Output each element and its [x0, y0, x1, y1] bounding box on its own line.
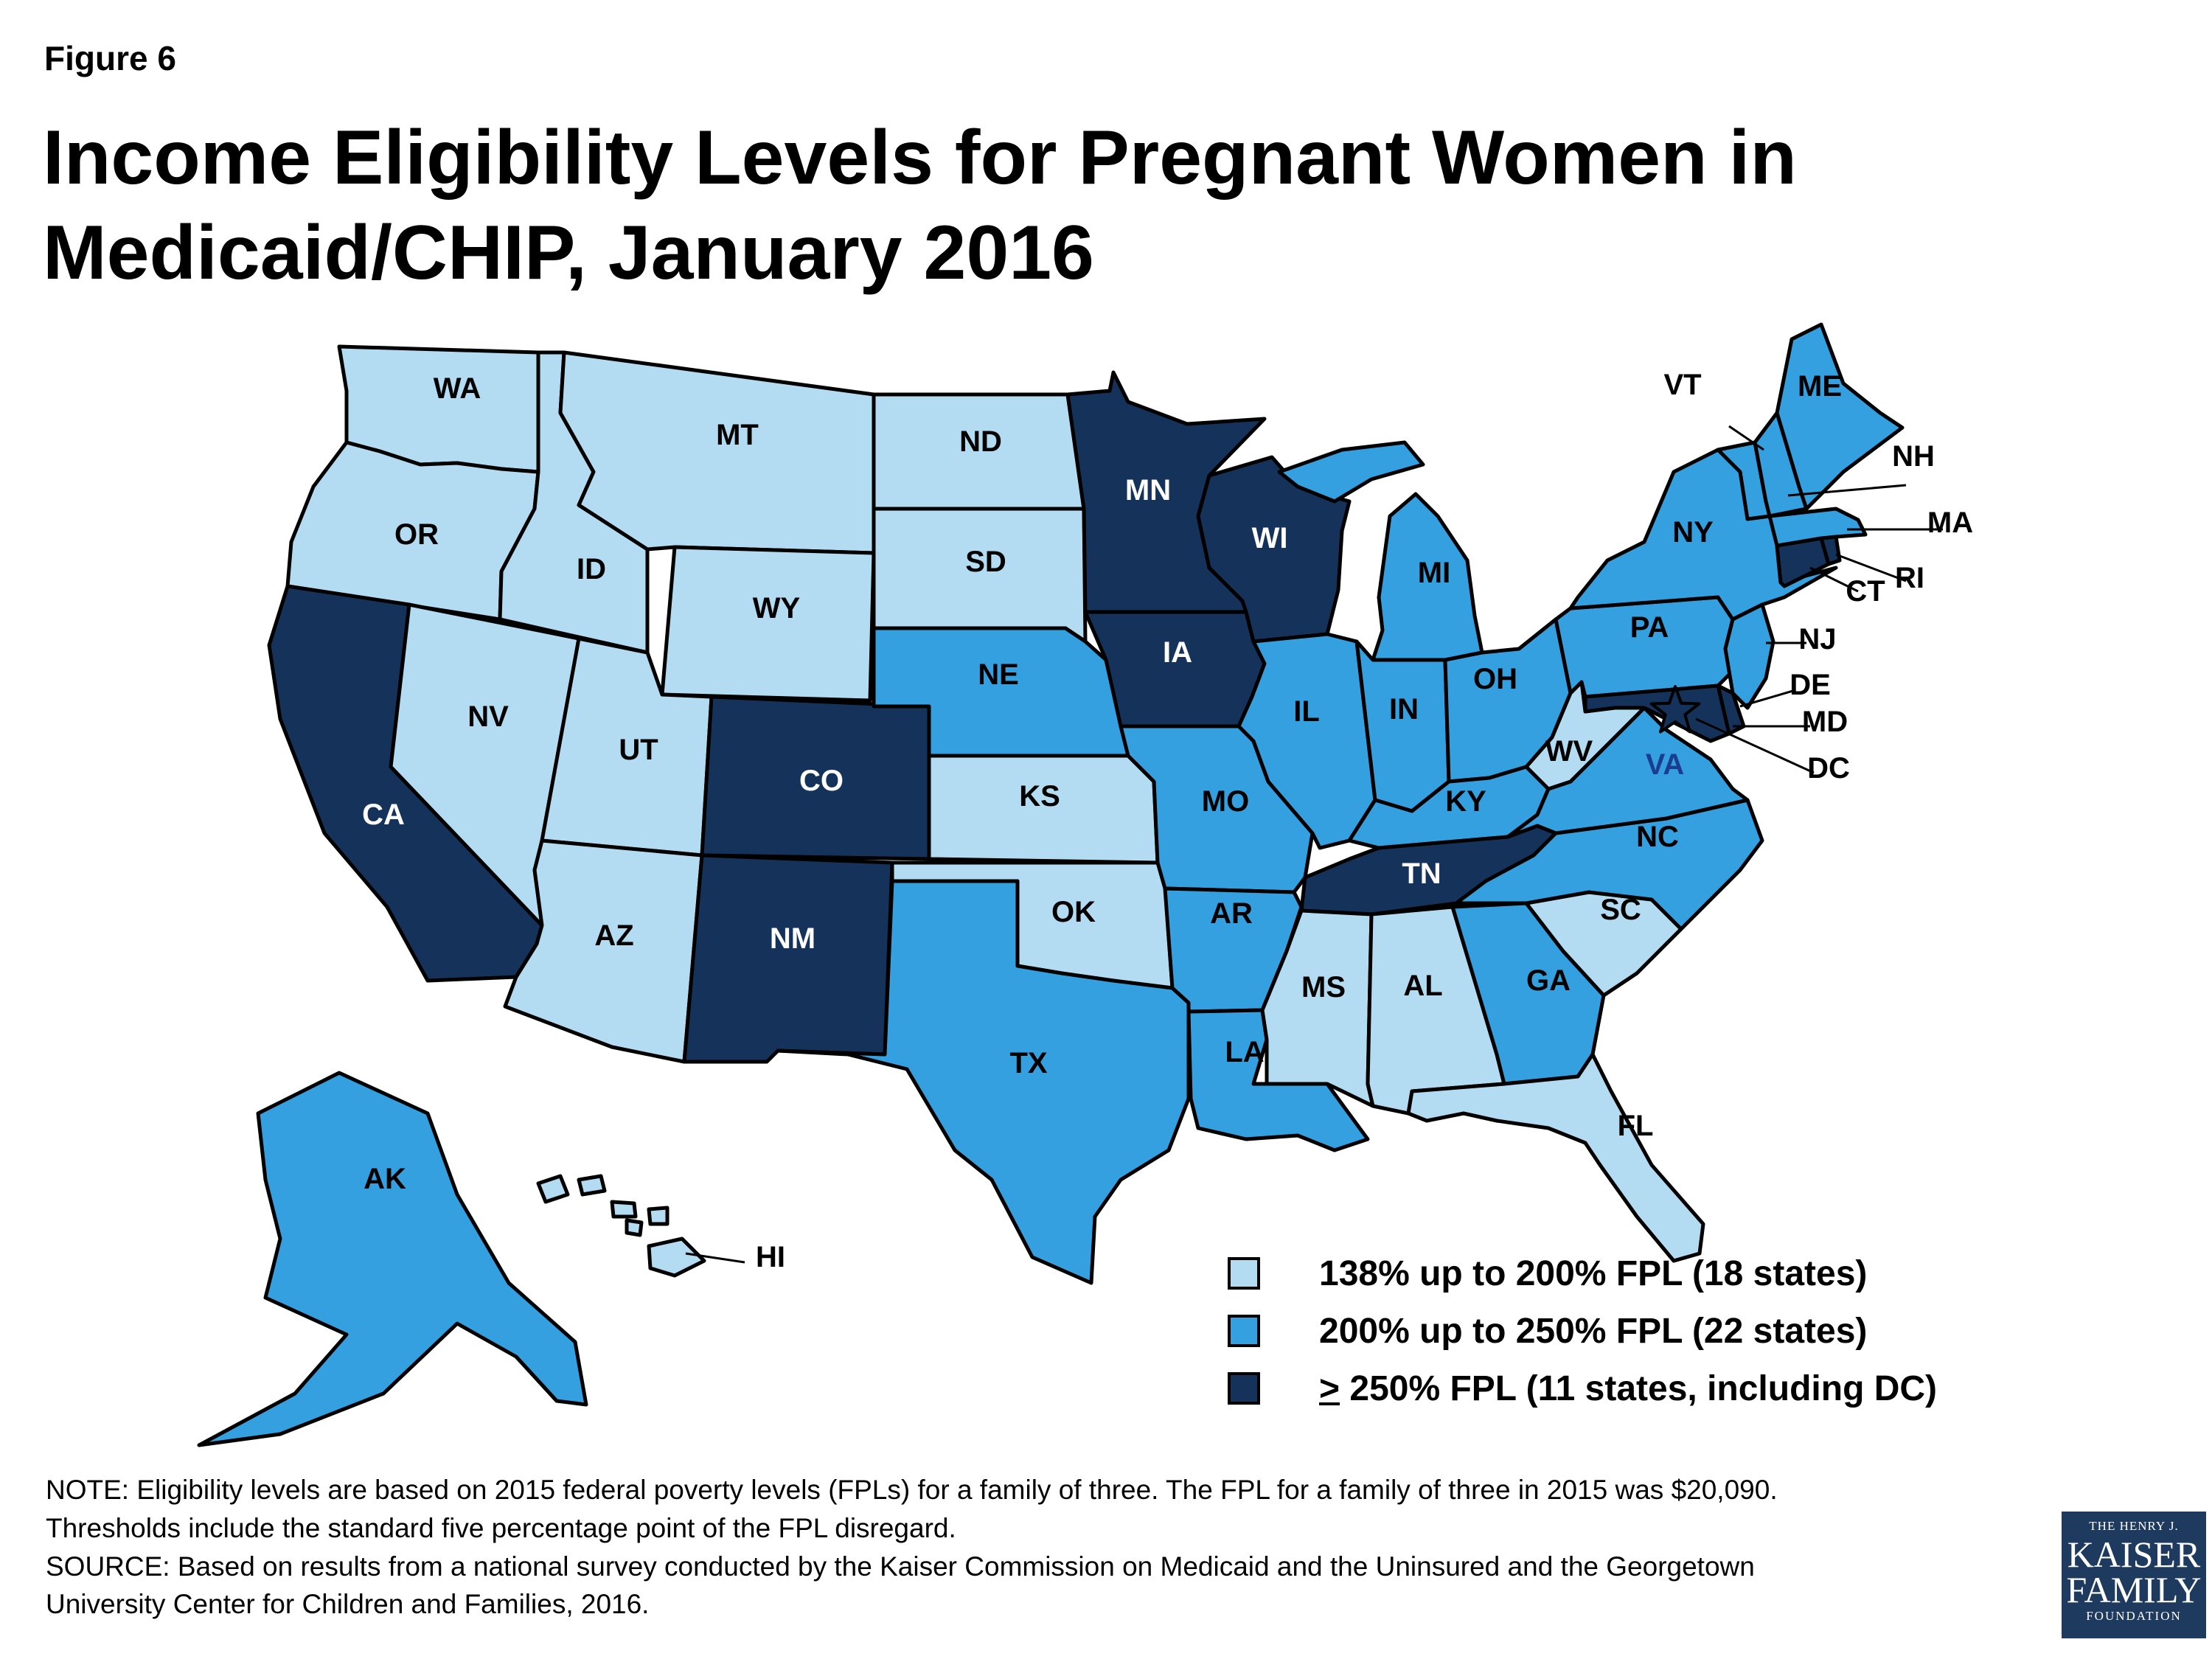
state-label-wv: WV	[1545, 735, 1593, 768]
state-label-co: CO	[799, 765, 844, 797]
state-label-nv: NV	[467, 700, 509, 733]
kff-logo: THE HENRY J. KAISER FAMILY FOUNDATION	[2062, 1512, 2206, 1638]
state-mt	[558, 350, 876, 555]
state-label-id: ID	[577, 553, 606, 585]
map-title: Income Eligibility Levels for Pregnant W…	[43, 111, 1886, 301]
state-label-mt: MT	[716, 419, 759, 451]
title-line-2: Medicaid/CHIP, January 2016	[43, 209, 1094, 296]
figure-label: Figure 6	[44, 39, 176, 77]
state-ma	[1767, 507, 1868, 548]
state-label-oh: OH	[1473, 663, 1517, 695]
state-wy	[660, 545, 876, 703]
leader-line-de	[1739, 689, 1796, 708]
leader-line-ri	[1835, 553, 1907, 582]
state-label-pa: PA	[1630, 611, 1669, 644]
state-label-fl: FL	[1618, 1110, 1654, 1142]
state-label-va: VA	[1646, 748, 1685, 781]
legend-label-high: > 250% FPL (11 states, including DC)	[1319, 1368, 1937, 1409]
state-label-ga: GA	[1526, 964, 1571, 997]
leader-line-nh	[1787, 484, 1907, 497]
legend-item-high: > 250% FPL (11 states, including DC)	[1228, 1368, 1937, 1408]
note-line-1: NOTE: Eligibility levels are based on 20…	[46, 1475, 1778, 1505]
leader-line-vt	[1728, 425, 1764, 451]
state-label-or: OR	[394, 518, 439, 551]
state-md	[1583, 684, 1731, 743]
state-label-sc: SC	[1600, 894, 1641, 926]
greater-equal-sign: >	[1319, 1368, 1340, 1408]
state-label-nj: NJ	[1798, 623, 1836, 655]
note-line-2: Thresholds include the standard five per…	[46, 1512, 956, 1543]
leader-line-hi	[685, 1252, 745, 1264]
state-label-hi: HI	[756, 1241, 785, 1273]
state-fl	[1406, 1052, 1705, 1263]
state-label-ia: IA	[1163, 636, 1192, 669]
state-label-de: DE	[1790, 669, 1831, 701]
state-label-ks: KS	[1019, 780, 1060, 813]
state-label-tx: TX	[1009, 1047, 1047, 1079]
logo-line-2: KAISER	[2067, 1534, 2201, 1575]
state-nc	[1454, 798, 1764, 931]
state-tx	[776, 879, 1191, 1285]
logo-line-3: FAMILY	[2066, 1569, 2202, 1610]
state-label-ma: MA	[1927, 507, 1973, 539]
state-hi	[536, 1174, 706, 1278]
state-label-al: AL	[1403, 970, 1442, 1002]
map-legend: 138% up to 200% FPL (18 states) 200% up …	[1228, 1253, 1937, 1426]
dc-star-icon	[1649, 685, 1701, 734]
leader-line-ct	[1809, 566, 1859, 593]
state-label-nd: ND	[959, 425, 1002, 458]
state-label-ca: CA	[362, 799, 405, 831]
logo-line-4: FOUNDATION	[2086, 1609, 2182, 1623]
state-label-ne: NE	[978, 658, 1019, 691]
legend-item-low: 138% up to 200% FPL (18 states)	[1228, 1253, 1937, 1293]
logo-line-1: THE HENRY J.	[2089, 1519, 2179, 1533]
state-label-mi: MI	[1418, 557, 1450, 589]
state-label-az: AZ	[594, 919, 633, 952]
state-ak	[197, 1071, 588, 1447]
state-label-il: IL	[1293, 695, 1320, 728]
state-label-wa: WA	[434, 372, 481, 405]
state-me	[1775, 322, 1905, 511]
legend-swatch-high	[1228, 1372, 1260, 1405]
leader-line-dc	[1695, 717, 1815, 774]
state-label-la: LA	[1225, 1036, 1264, 1068]
state-label-md: MD	[1802, 706, 1848, 738]
state-label-me: ME	[1798, 370, 1842, 403]
state-label-nc: NC	[1636, 821, 1679, 853]
state-label-mo: MO	[1202, 785, 1249, 818]
legend-item-mid: 200% up to 250% FPL (22 states)	[1228, 1311, 1937, 1351]
legend-label-mid: 200% up to 250% FPL (22 states)	[1319, 1311, 1868, 1351]
state-label-wi: WI	[1252, 522, 1288, 554]
legend-label-low: 138% up to 200% FPL (18 states)	[1319, 1253, 1868, 1293]
state-label-ct: CT	[1846, 575, 1885, 608]
state-label-mn: MN	[1125, 474, 1171, 507]
legend-swatch-mid	[1228, 1315, 1260, 1347]
state-label-ut: UT	[619, 734, 658, 766]
source-line-2: University Center for Children and Famil…	[46, 1589, 650, 1620]
state-label-in: IN	[1389, 693, 1419, 726]
state-nj	[1723, 602, 1775, 710]
legend-label-high-text: 250% FPL (11 states, including DC)	[1340, 1368, 1938, 1408]
state-label-sd: SD	[965, 546, 1006, 578]
state-nm	[682, 853, 894, 1064]
state-label-nm: NM	[770, 922, 815, 955]
state-label-ak: AK	[364, 1163, 406, 1195]
state-label-nh: NH	[1892, 440, 1935, 473]
state-label-ri: RI	[1895, 562, 1924, 594]
state-label-dc: DC	[1807, 752, 1850, 785]
title-line-1: Income Eligibility Levels for Pregnant W…	[43, 115, 1797, 201]
state-label-ky: KY	[1445, 785, 1486, 818]
state-label-ar: AR	[1210, 897, 1253, 930]
state-label-wy: WY	[753, 592, 801, 625]
legend-swatch-low	[1228, 1257, 1260, 1290]
source-line-1: SOURCE: Based on results from a national…	[46, 1551, 1755, 1582]
footnote: NOTE: Eligibility levels are based on 20…	[46, 1471, 2037, 1624]
state-label-ok: OK	[1051, 896, 1096, 928]
state-label-ny: NY	[1672, 516, 1714, 549]
state-label-tn: TN	[1402, 858, 1441, 890]
state-label-vt: VT	[1663, 369, 1701, 401]
state-label-ms: MS	[1301, 971, 1346, 1004]
state-mi	[1277, 440, 1484, 662]
